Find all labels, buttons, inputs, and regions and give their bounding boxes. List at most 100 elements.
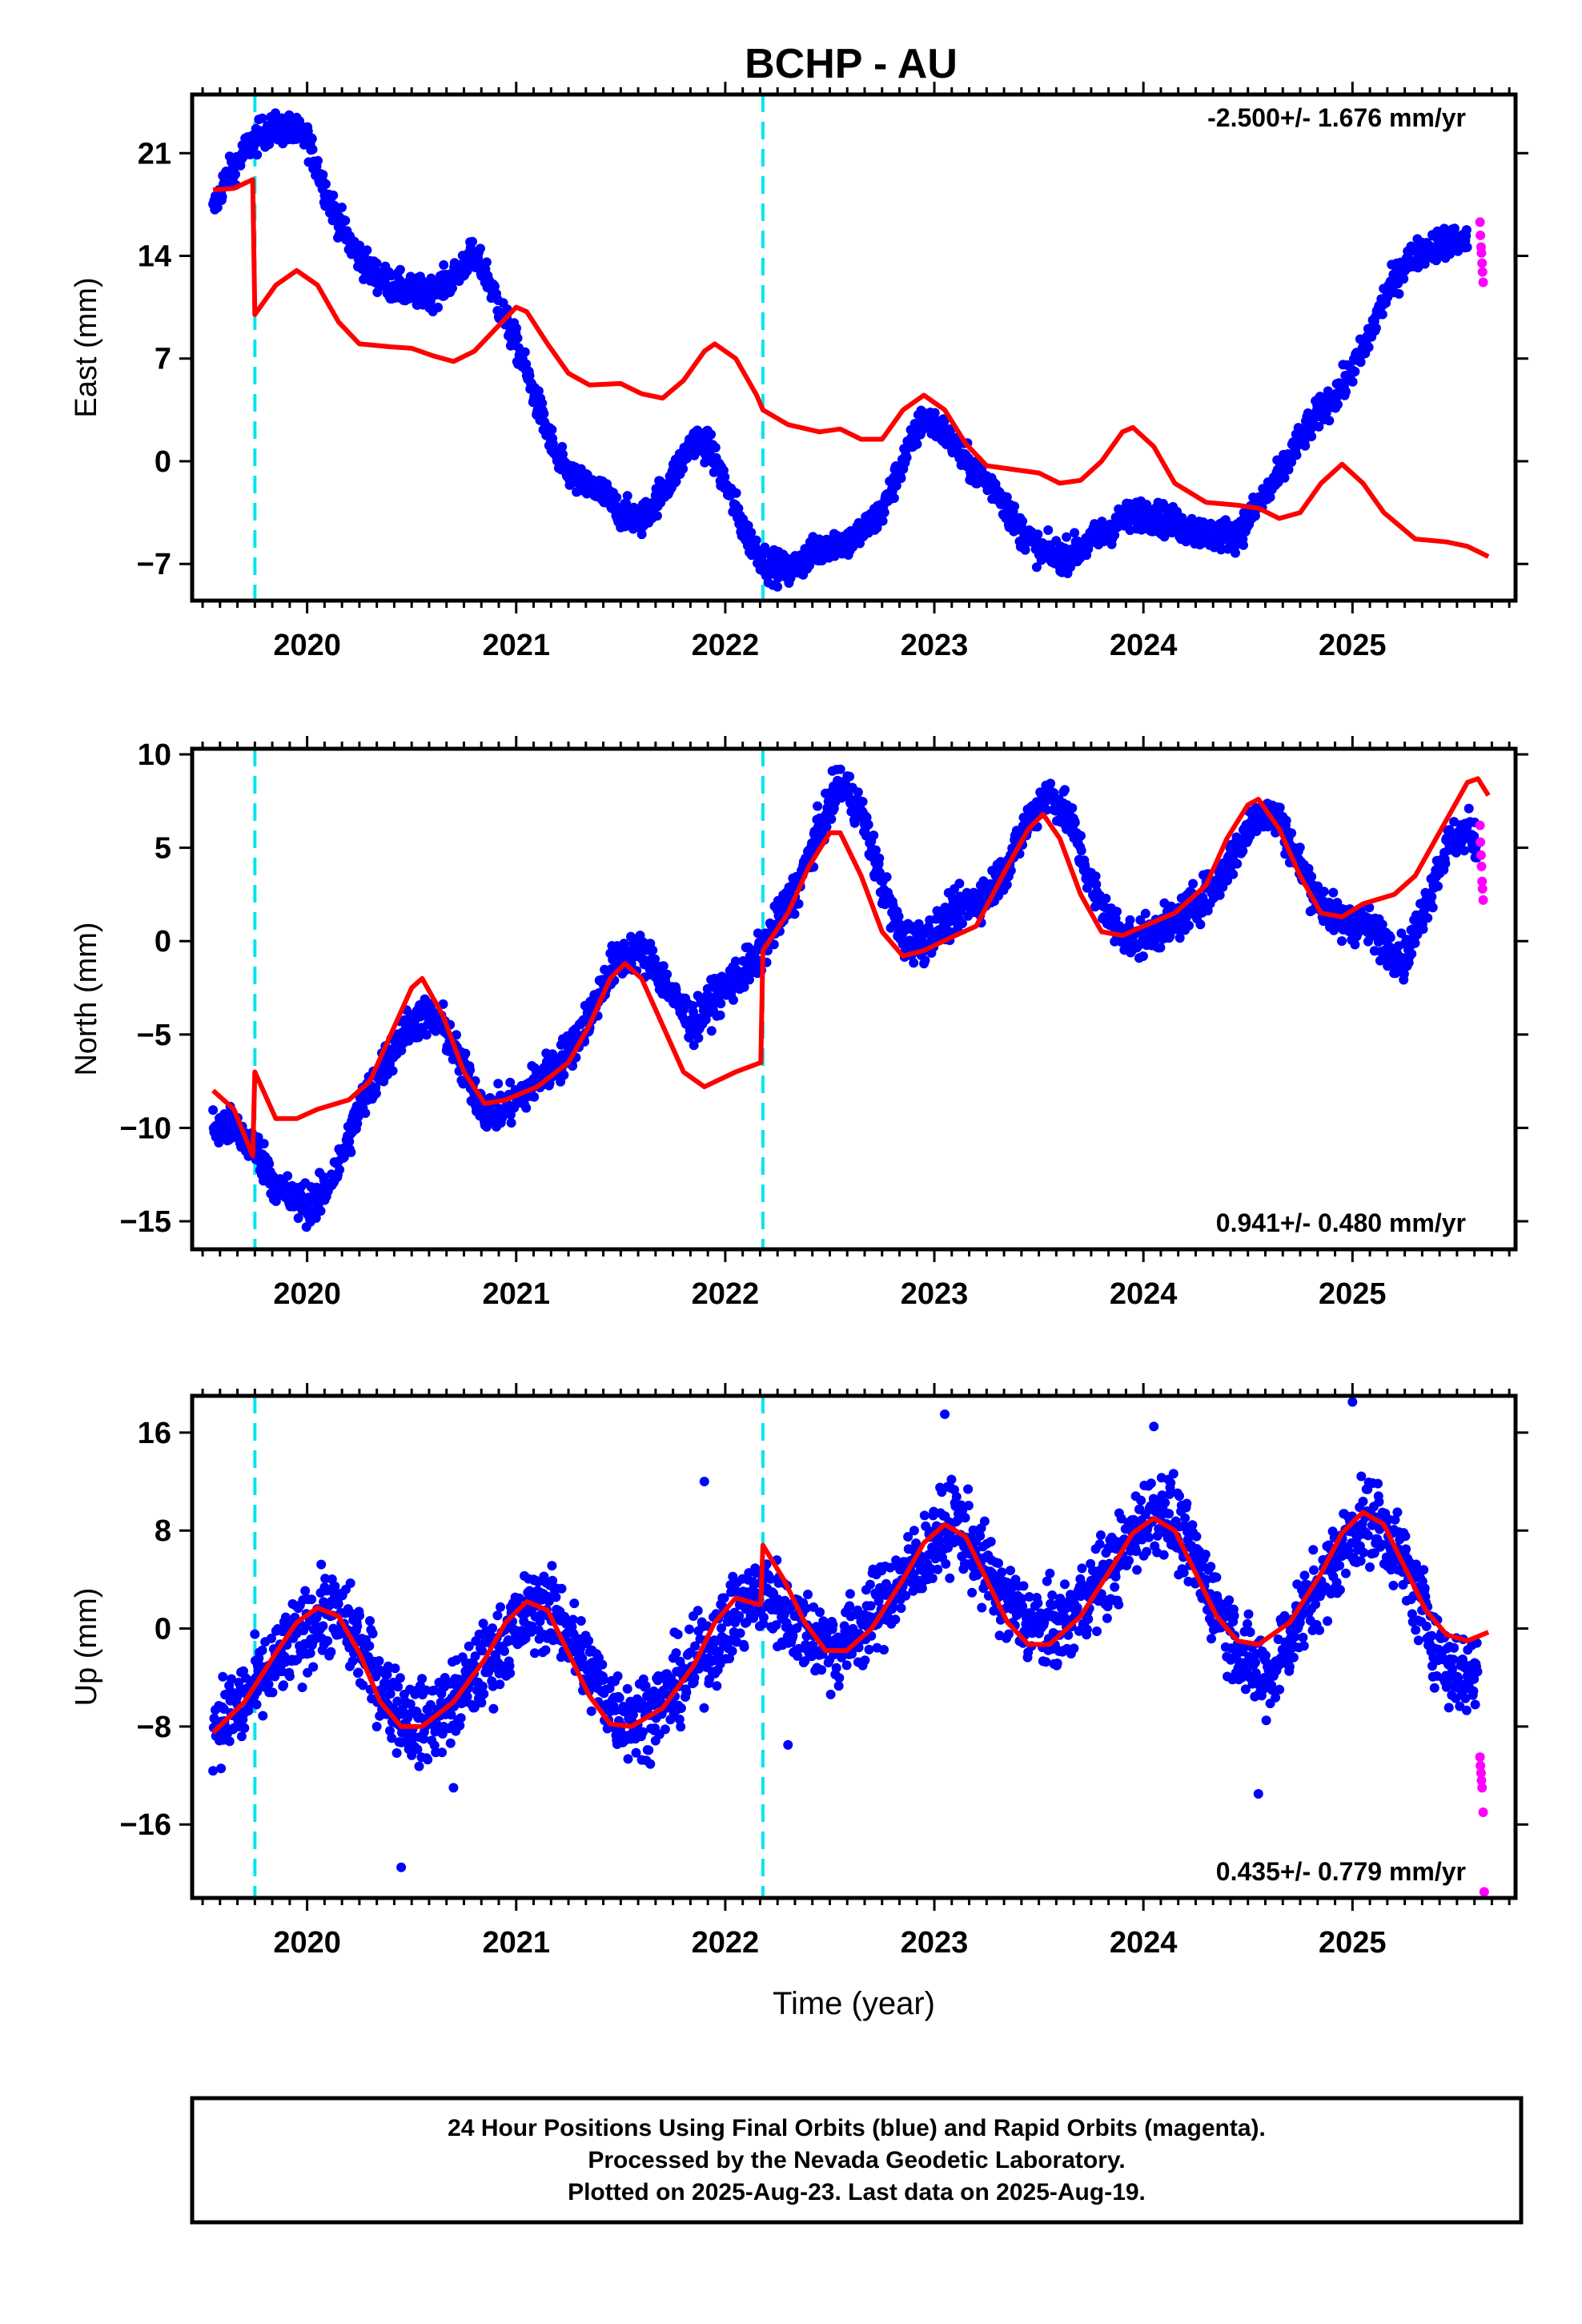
final-orbit-point [588, 475, 598, 485]
final-orbit-point [264, 1159, 275, 1169]
final-orbit-point [493, 1079, 504, 1089]
final-orbit-point [524, 371, 535, 381]
final-orbit-point [715, 1010, 725, 1020]
final-orbit-point [1101, 894, 1111, 903]
final-orbit-point [857, 797, 868, 807]
final-orbit-point [395, 264, 405, 275]
x-tick-label: 2023 [901, 1277, 969, 1311]
final-orbit-point [871, 845, 881, 855]
final-orbit-point [845, 771, 855, 782]
final-orbit-point [559, 1070, 569, 1080]
final-orbit-point [650, 954, 661, 964]
final-orbit-point [689, 1040, 699, 1051]
final-orbit-point [1423, 913, 1433, 923]
y-tick-label: −15 [120, 1205, 171, 1239]
final-orbit-point [1440, 858, 1451, 869]
final-orbit-point [360, 1108, 371, 1118]
final-orbit-point [529, 1092, 540, 1102]
final-orbit-point [729, 995, 738, 1005]
final-orbit-point [279, 1680, 289, 1691]
final-orbit-point [1394, 289, 1404, 299]
final-orbit-point [1155, 943, 1166, 953]
final-orbit-point [371, 1088, 381, 1099]
final-orbit-point [537, 398, 548, 408]
final-orbit-point [1350, 367, 1360, 376]
y-tick-label: 0 [155, 925, 171, 959]
final-orbit-point [693, 1033, 704, 1043]
final-orbit-point [1427, 903, 1438, 913]
final-orbit-point [863, 819, 873, 830]
y-tick-label: 5 [155, 832, 171, 866]
y-axis-label: North (mm) [70, 922, 103, 1076]
final-orbit-point [1464, 803, 1474, 814]
final-orbit-point [1112, 907, 1122, 917]
final-orbit-point [239, 1723, 250, 1733]
final-orbit-point [877, 516, 888, 526]
final-orbit-point [1174, 933, 1185, 943]
rapid-orbit-point [1478, 277, 1488, 287]
final-orbit-point [1018, 516, 1028, 526]
final-orbit-point [1324, 416, 1335, 426]
final-orbit-point [879, 507, 889, 517]
final-orbit-point [733, 503, 744, 513]
final-orbit-point [1460, 846, 1469, 856]
final-orbit-point [1295, 842, 1305, 853]
final-orbit-point [387, 1066, 398, 1076]
final-orbit-point [307, 134, 317, 144]
final-orbit-point [236, 1731, 247, 1742]
final-orbit-point [1140, 908, 1150, 919]
final-orbit-point [251, 1699, 262, 1710]
final-orbit-point [1377, 309, 1387, 320]
rate-label: -2.500+/- 1.676 mm/yr [1207, 103, 1466, 132]
final-orbit-point [1195, 919, 1206, 930]
final-orbit-point [1287, 828, 1297, 838]
final-orbit-point [1046, 778, 1056, 789]
final-orbit-point [1125, 915, 1135, 925]
final-orbit-point [280, 1612, 291, 1622]
final-orbit-point [1110, 530, 1120, 541]
final-orbit-point [217, 191, 227, 202]
final-orbit-point [835, 764, 845, 774]
final-orbit-point [448, 283, 457, 293]
y-tick-label: −10 [120, 1112, 171, 1145]
final-orbit-point [769, 939, 779, 950]
final-orbit-point [326, 1647, 336, 1657]
y-axis-label: East (mm) [70, 277, 103, 417]
y-tick-label: 10 [138, 738, 171, 772]
final-orbit-point [547, 424, 557, 435]
final-orbit-point [307, 1594, 317, 1605]
final-orbit-point [1363, 342, 1374, 352]
final-orbit-point [1281, 815, 1291, 826]
final-orbit-point [321, 179, 331, 189]
final-orbit-point [678, 464, 689, 474]
final-orbit-point [1090, 871, 1101, 882]
final-orbit-point [773, 581, 783, 592]
final-orbit-point [1070, 818, 1080, 828]
final-orbit-point [619, 939, 629, 949]
final-orbit-point [1070, 528, 1080, 538]
final-orbit-point [557, 441, 568, 452]
final-orbit-point [438, 999, 448, 1009]
y-tick-label: −7 [137, 548, 171, 581]
final-orbit-point [263, 1679, 274, 1689]
final-orbit-point [1188, 879, 1199, 889]
final-orbit-point [258, 1711, 268, 1721]
final-orbit-point [433, 302, 444, 312]
final-orbit-point [250, 1629, 260, 1639]
final-orbit-point [731, 488, 741, 498]
final-orbit-point [1043, 525, 1054, 535]
final-orbit-point [710, 442, 721, 452]
final-orbit-point [300, 1586, 311, 1596]
y-tick-label: −5 [137, 1019, 171, 1052]
final-orbit-point [716, 999, 726, 1009]
final-orbit-point [533, 386, 544, 396]
final-orbit-point [335, 1164, 345, 1175]
rapid-orbit-point [1476, 230, 1486, 240]
x-tick-label: 2025 [1319, 629, 1387, 662]
y-tick-label: 7 [155, 343, 171, 376]
final-orbit-point [1138, 951, 1148, 961]
rapid-orbit-point [1476, 850, 1486, 860]
final-orbit-point [212, 203, 223, 213]
